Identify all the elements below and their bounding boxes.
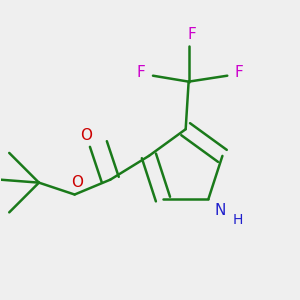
Text: O: O: [72, 175, 84, 190]
Text: F: F: [187, 27, 196, 42]
Text: O: O: [80, 128, 92, 142]
Text: H: H: [233, 213, 243, 227]
Text: N: N: [214, 203, 226, 218]
Text: F: F: [137, 65, 146, 80]
Text: F: F: [235, 65, 244, 80]
